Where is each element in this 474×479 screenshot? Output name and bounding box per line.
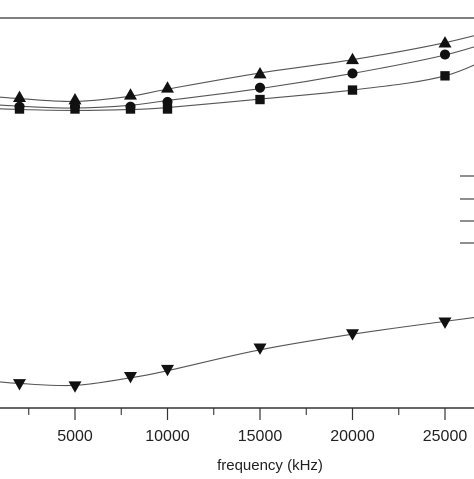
x-tick-label: 5000 [57,428,93,445]
data-point-triangle-down [13,379,26,391]
data-point-triangle-up [161,81,174,93]
x-tick-label: 10000 [145,428,190,445]
data-point-circle [439,49,451,60]
data-point-triangle-up [346,52,359,65]
plot-frame [0,17,474,409]
data-point-triangle-up [438,36,452,48]
data-point-square [347,85,358,95]
data-point-square [162,104,173,114]
data-point-triangle-up [68,93,82,105]
x-tick-label: 25000 [423,428,468,445]
legend-cropped [460,175,474,244]
data-point-triangle-down [161,364,174,377]
fit-curve-triangle-up [0,35,474,103]
data-point-triangle-down [68,381,82,393]
x-tick-label: 20000 [330,428,375,445]
fit-curves [0,35,474,387]
data-point-triangle-down [438,317,452,329]
data-point-triangle-up [13,90,26,103]
x-axis: 5000 10000 15000 20000 25000 [28,408,468,445]
data-point-triangle-up [253,66,267,79]
data-point-triangle-up [124,88,137,100]
data-point-square [125,104,136,114]
x-tick-label: 15000 [238,428,283,445]
data-point-square [440,71,450,81]
data-point-circle [347,68,358,79]
fit-curve-triangle-down [0,316,474,387]
x-axis-title: frequency (kHz) [217,457,323,474]
fit-curve-circle [0,46,474,109]
data-point-square [255,94,265,105]
data-point-circle [254,82,266,93]
data-markers [13,36,452,393]
data-point-triangle-down [346,329,359,341]
data-point-triangle-down [253,343,267,355]
fit-curve-square [0,64,474,111]
data-point-square [14,104,25,114]
data-point-square [70,104,80,114]
data-point-triangle-down [124,371,137,384]
